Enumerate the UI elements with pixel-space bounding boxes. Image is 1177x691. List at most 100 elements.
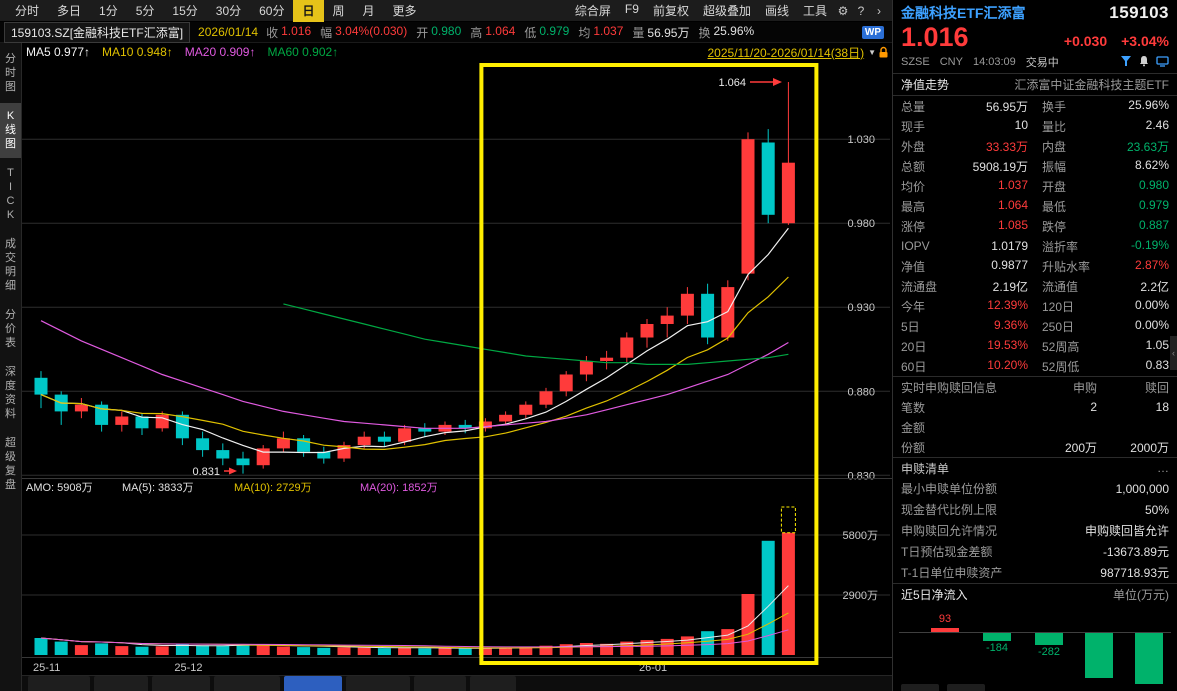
etf-code: 159103 [1109, 3, 1169, 22]
rt-value-redeem: 2000万 [1130, 440, 1169, 455]
list-title: 申赎清单 [901, 461, 950, 476]
list-label: 现金替代比例上限 [901, 503, 998, 517]
panel-collapse-handle[interactable]: ‹ [1170, 336, 1177, 370]
stat-label: 流通盘 [901, 279, 938, 294]
svg-text:0.980: 0.980 [847, 218, 875, 230]
sidebar-tab[interactable]: 分时图 [5, 53, 16, 93]
price-grid: 1.030 0.980 0.930 0.880 0.830 5800万 2900万 [22, 134, 890, 602]
stat-value: 8.62% [1134, 157, 1169, 172]
help-icon[interactable]: ? [857, 3, 865, 18]
sidebar-tab[interactable]: 成交明细 [5, 238, 16, 292]
stat-label: 最低 [1042, 199, 1067, 214]
period-tab[interactable]: 月 [362, 4, 375, 18]
ma-value: MA20 0.909↑ [184, 45, 256, 59]
sidebar-tab[interactable]: 超级复盘 [5, 437, 16, 491]
period-tab[interactable]: 多日 [57, 4, 82, 18]
field-value: 0.979 [539, 23, 570, 38]
stat-label: 60日 [901, 359, 927, 374]
rt-label: 笔数 [901, 400, 926, 415]
more-button[interactable]: … [1157, 461, 1169, 475]
indicator-tab[interactable] [28, 676, 90, 691]
bottom-button-slot[interactable] [901, 684, 939, 691]
tool-menu: 综合屏 F9 前复权 超级叠加 画线 工具 ⚙ ? › [568, 0, 892, 22]
net-inflow-bar [1135, 633, 1163, 685]
gear-icon[interactable]: ⚙ [837, 3, 849, 18]
list-label: T日预估现金差额 [901, 545, 993, 559]
period-tab[interactable]: 更多 [392, 4, 417, 18]
kline-chart[interactable]: 1.030 0.980 0.930 0.880 0.830 5800万 2900万 25-11… [22, 61, 892, 675]
indicator-tab[interactable] [214, 676, 280, 691]
indicator-tab[interactable] [284, 676, 342, 691]
nav-trend-link[interactable]: 净值走势 [901, 78, 950, 92]
stat-cell: 20日 19.53% [901, 338, 1028, 355]
stats-row: 60日 10.20% 52周低 0.83 [893, 356, 1177, 376]
stat-cell: 5日 9.36% [901, 318, 1028, 335]
rt-value-subscribe: 2 [1090, 400, 1097, 414]
indicator-tab[interactable] [94, 676, 148, 691]
ma-value: MA60 0.902↑ [267, 45, 339, 59]
period-tab[interactable]: 日 [293, 0, 324, 22]
stat-value: 5908.19万 [972, 159, 1028, 174]
ma-values: MA5 0.977↑ MA10 0.948↑ MA20 0.909↑ MA60 0.9… [26, 45, 338, 59]
period-tab[interactable]: 60分 [259, 4, 285, 18]
tool-menu-item[interactable]: 工具 [802, 4, 827, 18]
stat-cell: 均价 1.037 [901, 178, 1028, 195]
stat-cell: 量比 2.46 [1042, 118, 1169, 135]
filter-icon[interactable] [1120, 55, 1132, 70]
date-range-selector[interactable]: 2025/11/20-2026/01/14(38日) ▼ [708, 44, 877, 61]
chart-region: 分时 多日 1分 5分 15分 30分 60分日周 月 更多 综合屏 F9 前复权 超级叠加 画线 工具 … [0, 0, 892, 691]
amo-value: MA(10): 2729万 [234, 482, 312, 494]
chevron-right-icon[interactable]: › [877, 3, 881, 18]
period-tab[interactable]: 5分 [135, 4, 155, 18]
fund-full-name: 汇添富中证金融科技主题ETF [1014, 78, 1169, 92]
stat-label: 涨停 [901, 219, 926, 234]
list-row: 现金替代比例上限 50% [893, 499, 1177, 520]
tool-menu-item[interactable]: F9 [624, 2, 639, 16]
stat-label: 净值 [901, 259, 926, 274]
stat-label: 今年 [901, 299, 926, 314]
alert-bell-icon[interactable] [1138, 55, 1150, 70]
period-tab[interactable]: 周 [332, 4, 345, 18]
list-row: 申购赎回允许情况 申购赎回皆允许 [893, 520, 1177, 541]
indicator-tab[interactable] [152, 676, 210, 691]
stats-grid: 总量 56.95万 换手 25.96% 现手 10 量比 2.46 外盘 33.33万 内盘 23.6… [893, 96, 1177, 376]
period-tab[interactable]: 30分 [215, 4, 242, 18]
ohlc-fields: 收 1.016 幅 3.04%(0.030) 开 0.980 高 1.064 低 0.979 均 1.… [266, 24, 754, 41]
symbol-selector[interactable]: 159103.SZ[金融科技ETF汇添富] [4, 21, 191, 43]
indicator-tab[interactable] [414, 676, 466, 691]
list-label: T-1日单位申赎资产 [901, 566, 1003, 580]
period-tabs: 分时 多日 1分 5分 15分 30分 60分日周 月 更多 [6, 0, 426, 22]
stats-row: 今年 12.39% 120日 0.00% [893, 296, 1177, 316]
bottom-button-slot[interactable] [947, 684, 985, 691]
lock-icon[interactable] [878, 46, 889, 59]
period-tab[interactable]: 分时 [15, 4, 40, 18]
stat-cell: 外盘 33.33万 [901, 138, 1028, 155]
period-tab[interactable]: 1分 [99, 4, 118, 18]
indicator-tab[interactable] [346, 676, 410, 691]
stat-value: 23.63万 [1126, 139, 1169, 154]
arrow-right-icon [773, 78, 782, 86]
sidebar-tab[interactable]: 深度资料 [5, 366, 16, 420]
wp-badge[interactable]: WP [861, 25, 884, 39]
period-tab[interactable]: 15分 [172, 4, 198, 18]
rt-col-subscribe: 申购 [1072, 380, 1097, 395]
stat-label: 流通值 [1042, 279, 1079, 294]
sidebar-tab[interactable]: 分价表 [5, 309, 16, 349]
net-inflow-chart: 93 -184 -282 [897, 606, 1173, 690]
screenshot-icon[interactable] [1156, 55, 1169, 70]
list-value: -13673.89元 [1102, 545, 1169, 559]
tool-menu-item[interactable]: 前复权 [652, 4, 689, 18]
x-axis-label: 25-12 [174, 662, 202, 674]
rt-row: 份额 200万 2000万 [893, 437, 1177, 457]
tool-menu-item[interactable]: 综合屏 [574, 4, 611, 18]
tool-menu-item[interactable]: 超级叠加 [702, 4, 751, 18]
indicator-tab[interactable] [470, 676, 516, 691]
field-label: 收 [266, 25, 279, 40]
stat-cell: 换手 25.96% [1042, 98, 1169, 115]
stock-info-bar: 159103.SZ[金融科技ETF汇添富] 2026/01/14 收 1.016 幅… [0, 21, 892, 43]
tool-menu-item[interactable]: 画线 [764, 4, 789, 18]
indicator-tab-strip [22, 675, 892, 691]
